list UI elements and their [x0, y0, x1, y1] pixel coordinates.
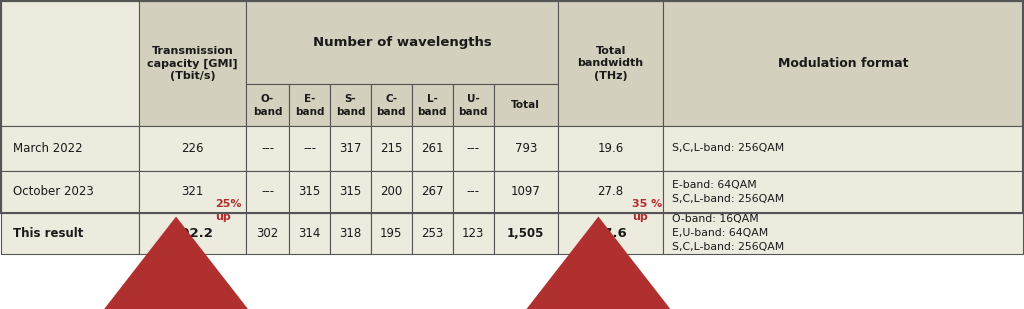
Text: 317: 317: [339, 142, 361, 155]
Bar: [330, 213, 371, 254]
Bar: [246, 84, 289, 126]
Bar: [412, 126, 453, 171]
Text: 314: 314: [298, 227, 321, 240]
Text: Number of wavelengths: Number of wavelengths: [312, 36, 492, 49]
Bar: [330, 84, 371, 126]
Text: ---: ---: [467, 142, 479, 155]
Bar: [246, 213, 289, 254]
Text: 1097: 1097: [511, 185, 541, 198]
Text: ---: ---: [303, 142, 316, 155]
Bar: [1, 1, 1023, 213]
Bar: [330, 126, 371, 171]
Bar: [494, 171, 558, 213]
Text: 27.8: 27.8: [598, 185, 624, 198]
Bar: [1, 126, 138, 171]
Bar: [558, 126, 664, 171]
Text: Modulation format: Modulation format: [778, 57, 908, 70]
Bar: [138, 1, 246, 126]
Text: Total
bandwidth
(THz): Total bandwidth (THz): [578, 46, 644, 81]
Text: 226: 226: [181, 142, 204, 155]
Text: October 2023: October 2023: [13, 185, 94, 198]
Bar: [138, 213, 246, 254]
Bar: [1, 171, 138, 213]
Text: E-
band: E- band: [295, 94, 325, 116]
Bar: [453, 171, 494, 213]
Text: 318: 318: [339, 227, 361, 240]
Text: 261: 261: [421, 142, 443, 155]
Bar: [664, 1, 1023, 126]
Text: 267: 267: [421, 185, 443, 198]
Bar: [453, 213, 494, 254]
Bar: [371, 171, 412, 213]
Text: ---: ---: [261, 142, 274, 155]
Text: 200: 200: [380, 185, 402, 198]
Bar: [1, 213, 138, 254]
Text: Total: Total: [511, 100, 541, 110]
Bar: [138, 126, 246, 171]
Text: This result: This result: [13, 227, 83, 240]
Text: C-
band: C- band: [377, 94, 407, 116]
Text: 19.6: 19.6: [598, 142, 624, 155]
Bar: [289, 84, 330, 126]
Bar: [289, 126, 330, 171]
Text: 793: 793: [515, 142, 537, 155]
Bar: [453, 126, 494, 171]
Text: 35 %
up: 35 % up: [632, 199, 663, 222]
Bar: [664, 171, 1023, 213]
Text: O-
band: O- band: [253, 94, 283, 116]
Text: U-
band: U- band: [459, 94, 487, 116]
Text: 123: 123: [462, 227, 484, 240]
Bar: [371, 213, 412, 254]
Bar: [371, 84, 412, 126]
Text: 315: 315: [298, 185, 321, 198]
Bar: [138, 171, 246, 213]
Text: 402.2: 402.2: [171, 227, 213, 240]
Bar: [494, 84, 558, 126]
Text: March 2022: March 2022: [13, 142, 83, 155]
Bar: [246, 126, 289, 171]
Bar: [494, 213, 558, 254]
Bar: [412, 84, 453, 126]
Text: S,C,L-band: 256QAM: S,C,L-band: 256QAM: [672, 143, 783, 154]
Bar: [412, 171, 453, 213]
Bar: [453, 84, 494, 126]
Bar: [664, 213, 1023, 254]
Text: 215: 215: [380, 142, 402, 155]
Bar: [558, 213, 664, 254]
Bar: [558, 171, 664, 213]
Text: ---: ---: [261, 185, 274, 198]
Bar: [1, 1, 138, 126]
Bar: [289, 171, 330, 213]
Text: S-
band: S- band: [336, 94, 366, 116]
Bar: [412, 213, 453, 254]
Text: L-
band: L- band: [418, 94, 447, 116]
Bar: [664, 126, 1023, 171]
Text: Transmission
capacity [GMI]
(Tbit/s): Transmission capacity [GMI] (Tbit/s): [147, 46, 238, 81]
Bar: [371, 126, 412, 171]
Text: 37.6: 37.6: [594, 227, 627, 240]
Text: 195: 195: [380, 227, 402, 240]
Bar: [246, 1, 558, 84]
Bar: [246, 171, 289, 213]
Text: 315: 315: [339, 185, 361, 198]
Text: 302: 302: [256, 227, 279, 240]
Text: E-band: 64QAM
S,C,L-band: 256QAM: E-band: 64QAM S,C,L-band: 256QAM: [672, 180, 783, 204]
Bar: [330, 171, 371, 213]
Bar: [558, 1, 664, 126]
Text: 25%
up: 25% up: [215, 199, 242, 222]
Bar: [494, 126, 558, 171]
Text: 1,505: 1,505: [507, 227, 545, 240]
Text: 321: 321: [181, 185, 204, 198]
Text: ---: ---: [467, 185, 479, 198]
Text: 253: 253: [421, 227, 443, 240]
Text: O-band: 16QAM
E,U-band: 64QAM
S,C,L-band: 256QAM: O-band: 16QAM E,U-band: 64QAM S,C,L-band…: [672, 214, 783, 252]
Bar: [289, 213, 330, 254]
